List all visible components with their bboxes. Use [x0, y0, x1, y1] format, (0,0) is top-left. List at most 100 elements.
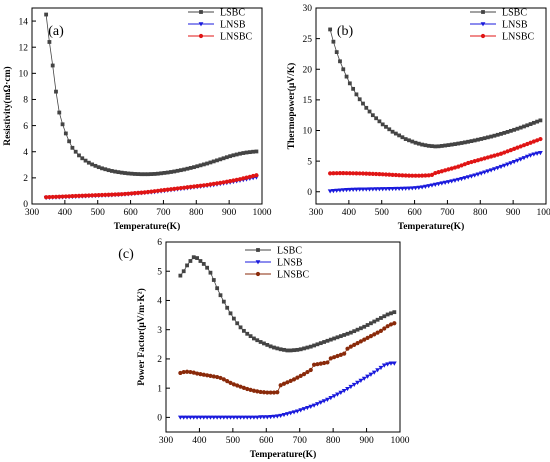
data-point: [485, 135, 490, 140]
series-line: [329, 29, 541, 147]
x-tick-label: 900: [222, 208, 237, 218]
data-point: [228, 179, 233, 184]
data-point: [403, 186, 409, 191]
data-point: [258, 389, 263, 395]
data-point: [535, 119, 540, 124]
data-point: [181, 369, 186, 375]
data-point: [472, 138, 477, 143]
data-point: [364, 171, 369, 176]
data-point: [116, 192, 121, 197]
data-point: [268, 390, 273, 395]
data-point: [382, 314, 387, 319]
data-point: [518, 157, 524, 162]
data-point: [426, 173, 431, 178]
data-point: [393, 172, 398, 178]
data-point: [284, 412, 290, 417]
data-point: [255, 338, 260, 343]
data-point: [47, 40, 52, 44]
y-tick-label: 1: [157, 384, 162, 394]
data-point: [419, 185, 425, 190]
data-point: [377, 119, 382, 124]
data-point: [86, 160, 91, 165]
data-point: [538, 136, 543, 142]
data-point: [446, 143, 451, 147]
data-point: [255, 389, 260, 394]
data-point: [221, 377, 226, 382]
data-point: [385, 312, 390, 317]
data-point: [449, 142, 454, 147]
data-point: [311, 362, 317, 367]
data-point: [475, 158, 481, 163]
data-point: [218, 415, 223, 420]
y-tick-label: 20: [303, 65, 313, 75]
data-point: [96, 193, 101, 198]
data-point: [182, 167, 187, 172]
y-tick-label: 8: [23, 96, 28, 106]
legend-marker: [256, 248, 260, 252]
data-point: [252, 336, 256, 341]
data-point: [126, 171, 131, 176]
x-tick-label: 700: [440, 208, 455, 218]
data-point: [205, 265, 210, 270]
data-point: [146, 172, 150, 177]
data-point: [363, 187, 369, 192]
data-point: [436, 144, 441, 149]
y-tick-label: 14: [19, 17, 29, 27]
data-point: [201, 162, 206, 167]
y-tick-label: 2: [23, 174, 28, 184]
data-point: [145, 189, 151, 195]
data-point: [377, 187, 382, 192]
data-point: [512, 127, 517, 132]
data-point: [254, 415, 260, 420]
data-point: [113, 169, 118, 174]
data-point: [397, 173, 402, 178]
data-point: [374, 171, 379, 177]
data-point: [251, 173, 256, 179]
data-point: [386, 187, 392, 192]
data-point: [268, 415, 274, 420]
data-point: [248, 415, 253, 420]
data-point: [442, 180, 448, 185]
data-point: [498, 164, 504, 170]
data-point: [218, 157, 223, 162]
data-point: [379, 316, 383, 320]
data-point: [231, 415, 237, 420]
data-point: [191, 370, 196, 375]
x-tick-label: 700: [156, 208, 171, 218]
data-point: [57, 110, 62, 115]
data-point: [247, 174, 252, 179]
data-point: [388, 361, 394, 366]
data-point: [265, 390, 270, 395]
data-point: [351, 382, 357, 388]
data-point: [53, 194, 59, 199]
data-point: [281, 412, 287, 418]
data-point: [331, 394, 337, 399]
data-point: [387, 172, 392, 177]
data-point: [218, 293, 223, 298]
data-point: [295, 347, 300, 352]
data-point: [410, 139, 415, 144]
data-point: [129, 171, 134, 176]
data-point: [375, 368, 381, 373]
data-point: [358, 378, 364, 383]
data-point: [258, 340, 263, 344]
data-point: [139, 190, 144, 195]
data-point: [413, 186, 418, 191]
data-point: [393, 186, 399, 192]
data-point: [365, 374, 370, 379]
legend-marker: [480, 33, 486, 39]
data-point: [462, 162, 467, 167]
data-point: [505, 162, 510, 167]
data-point: [439, 181, 445, 186]
data-point: [389, 311, 393, 316]
data-point: [416, 173, 421, 178]
data-point: [235, 383, 240, 388]
data-point: [162, 187, 167, 193]
data-point: [99, 192, 105, 198]
data-point: [456, 141, 461, 146]
series-lsbc: [44, 12, 259, 177]
data-point: [391, 361, 397, 366]
data-point: [142, 190, 147, 195]
data-point: [70, 194, 75, 199]
x-tick-label: 500: [91, 208, 106, 218]
